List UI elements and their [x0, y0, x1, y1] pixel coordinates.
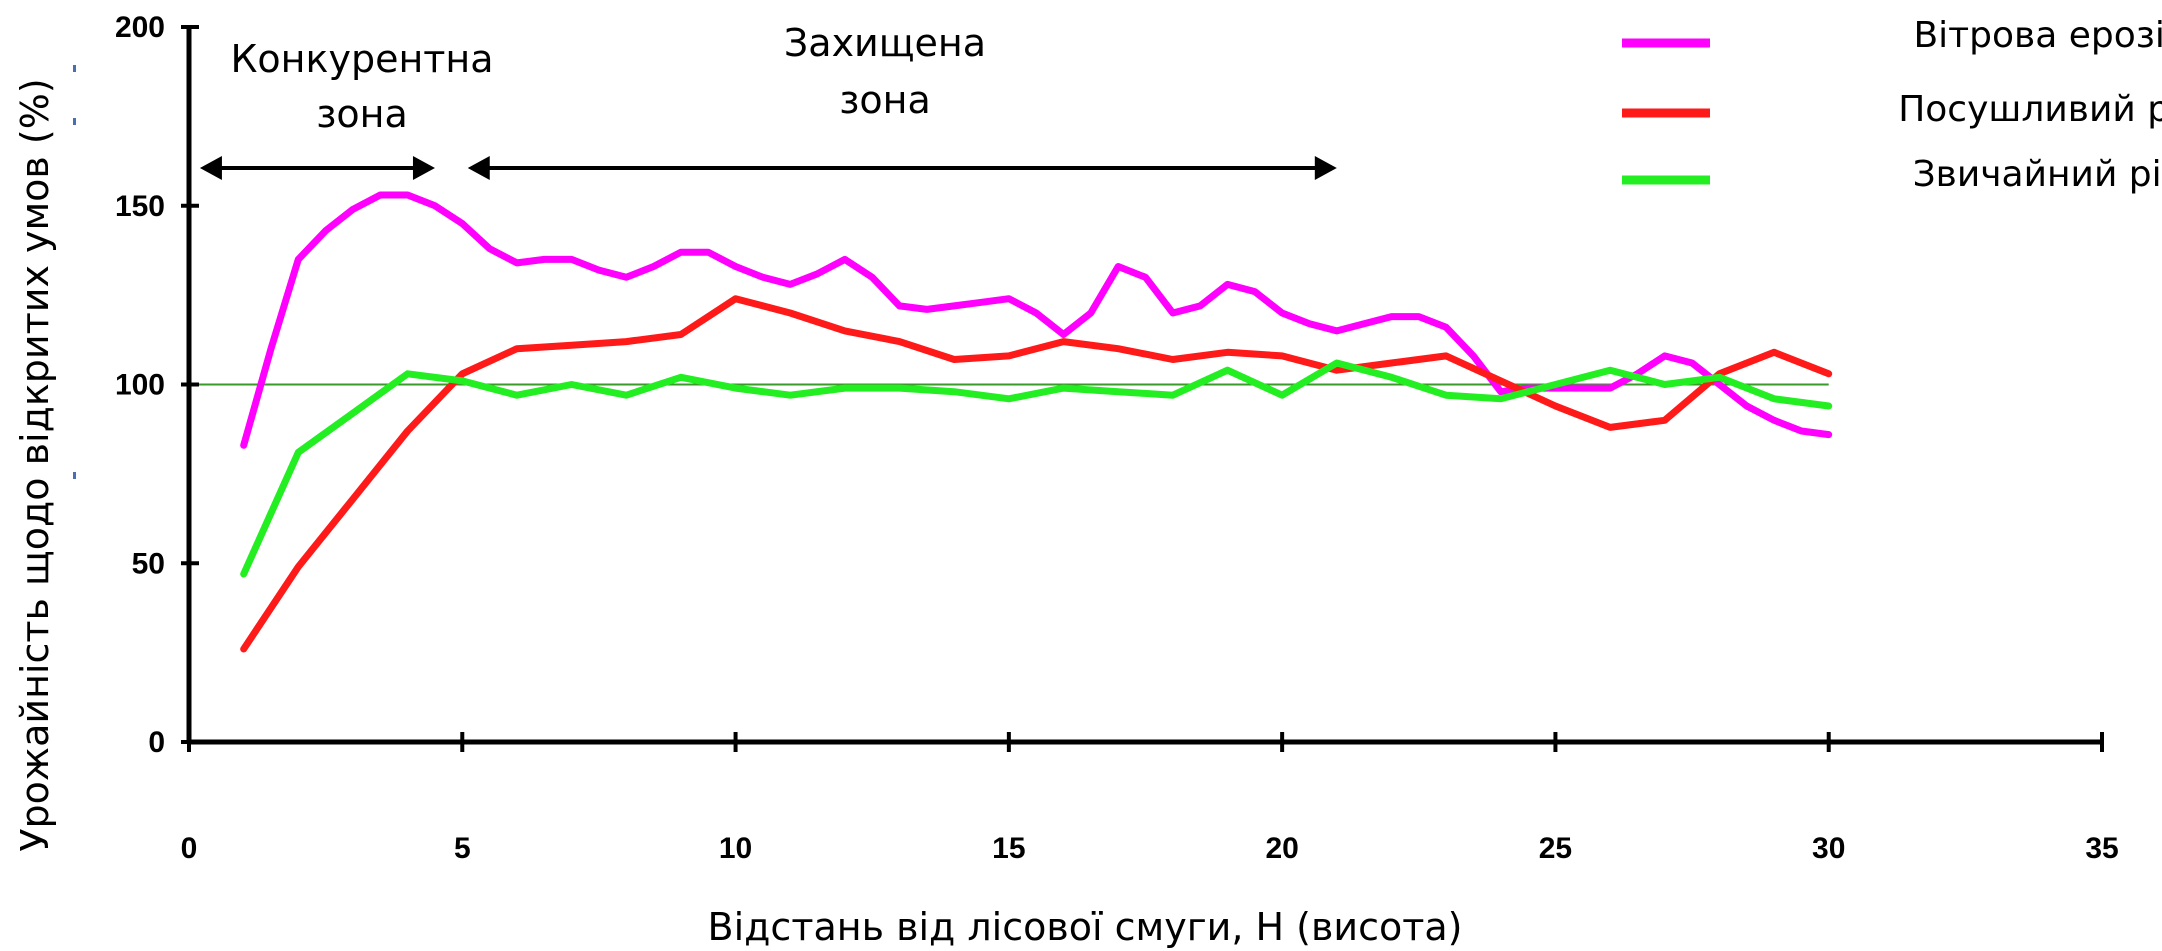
y-tick-label: 100	[115, 369, 165, 402]
series-line-normal-year	[240, 359, 1833, 578]
zone-arrowhead-left	[467, 156, 490, 180]
x-tick-label: 0	[181, 832, 198, 865]
series-line-wind-erosion	[240, 191, 1833, 449]
series-line-dry-year	[240, 295, 1833, 653]
x-tick-label: 30	[1812, 832, 1845, 865]
zone-arrowhead-right	[412, 156, 435, 180]
legend: Вітрова ерозія Посушливий рік Звичайний …	[1622, 15, 2162, 195]
y-tick-label: 50	[132, 547, 165, 580]
x-tick-label: 10	[719, 832, 752, 865]
x-tick-label: 25	[1539, 832, 1572, 865]
plot-area	[189, 191, 1833, 653]
legend-item: Посушливий рік	[1622, 89, 2162, 130]
y-tick-label: 150	[115, 190, 165, 223]
zone-arrowhead-right	[1314, 156, 1337, 180]
zone-label-line: Захищена	[784, 21, 986, 65]
legend-label: Посушливий рік	[1898, 89, 2162, 130]
legend-item: Звичайний рік	[1622, 154, 2162, 195]
zone-label-line: зона	[316, 92, 408, 136]
zone-arrowhead-left	[199, 156, 222, 180]
x-tick-label: 35	[2085, 832, 2118, 865]
stray-marks	[73, 65, 76, 479]
x-axis-title: Відстань від лісової смуги, Н (висота)	[708, 905, 1463, 949]
zone-label-line: зона	[839, 78, 931, 122]
legend-label: Вітрова ерозія	[1913, 15, 2162, 56]
legend-item: Вітрова ерозія	[1622, 15, 2162, 56]
zone-label-line: Конкурентна	[230, 37, 493, 81]
legend-label: Звичайний рік	[1913, 154, 2162, 195]
x-ticks: 0 5 10 15 20 25 30 35	[181, 732, 2119, 865]
annotation-protected-zone: Захищена зона	[467, 21, 1337, 180]
x-tick-label: 20	[1265, 832, 1298, 865]
annotation-competitive-zone: Конкурентна зона	[199, 37, 494, 180]
y-tick-label: 0	[148, 726, 165, 759]
y-axis-title: Урожайність щодо відкритих умов (%)	[13, 78, 57, 851]
x-tick-label: 5	[454, 832, 471, 865]
y-ticks: 0 50 100 150 200	[115, 11, 199, 759]
x-tick-label: 15	[992, 832, 1025, 865]
y-tick-label: 200	[115, 11, 165, 44]
